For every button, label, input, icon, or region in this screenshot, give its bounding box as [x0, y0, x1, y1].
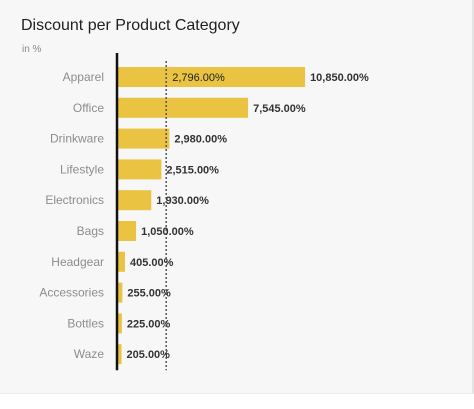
value-label: 205.00% — [127, 349, 171, 361]
bar — [118, 313, 122, 334]
chart-subtitle: in % — [22, 44, 42, 55]
category-label: Apparel — [63, 70, 104, 84]
category-label: Electronics — [45, 193, 104, 207]
bar — [118, 67, 306, 87]
bar — [118, 251, 125, 272]
value-label: 255.00% — [127, 288, 171, 300]
category-label: Accessories — [39, 286, 104, 300]
category-label: Office — [73, 101, 104, 115]
category-label: Bags — [77, 224, 104, 238]
value-label: 7,545.00% — [253, 103, 306, 115]
value-label: 10,850.00% — [310, 72, 369, 84]
bar — [118, 128, 170, 149]
value-label: 405.00% — [130, 257, 174, 269]
bar — [118, 97, 249, 118]
category-label: Waze — [74, 347, 105, 361]
chart-title: Discount per Product Category — [21, 17, 240, 34]
value-label: 2,980.00% — [174, 134, 227, 146]
value-label: 1,050.00% — [141, 226, 194, 238]
chart-card: Discount per Product Category in % 2,796… — [0, 0, 474, 394]
value-label: 2,515.00% — [166, 164, 219, 176]
category-label: Headgear — [51, 255, 104, 269]
bar — [118, 159, 162, 180]
bar-chart: 2,796.00% Apparel 10,850.00% Office 7,545.00… — [39, 53, 369, 371]
bar — [118, 221, 137, 241]
category-label: Bottles — [67, 316, 104, 330]
bar — [118, 190, 152, 211]
bar — [118, 282, 123, 303]
value-label: 1,930.00% — [156, 195, 209, 207]
category-label: Drinkware — [50, 132, 104, 146]
value-label: 225.00% — [127, 318, 171, 330]
reference-line-label: 2,796.00% — [172, 72, 225, 84]
category-label: Lifestyle — [60, 162, 104, 176]
bar — [118, 344, 122, 365]
